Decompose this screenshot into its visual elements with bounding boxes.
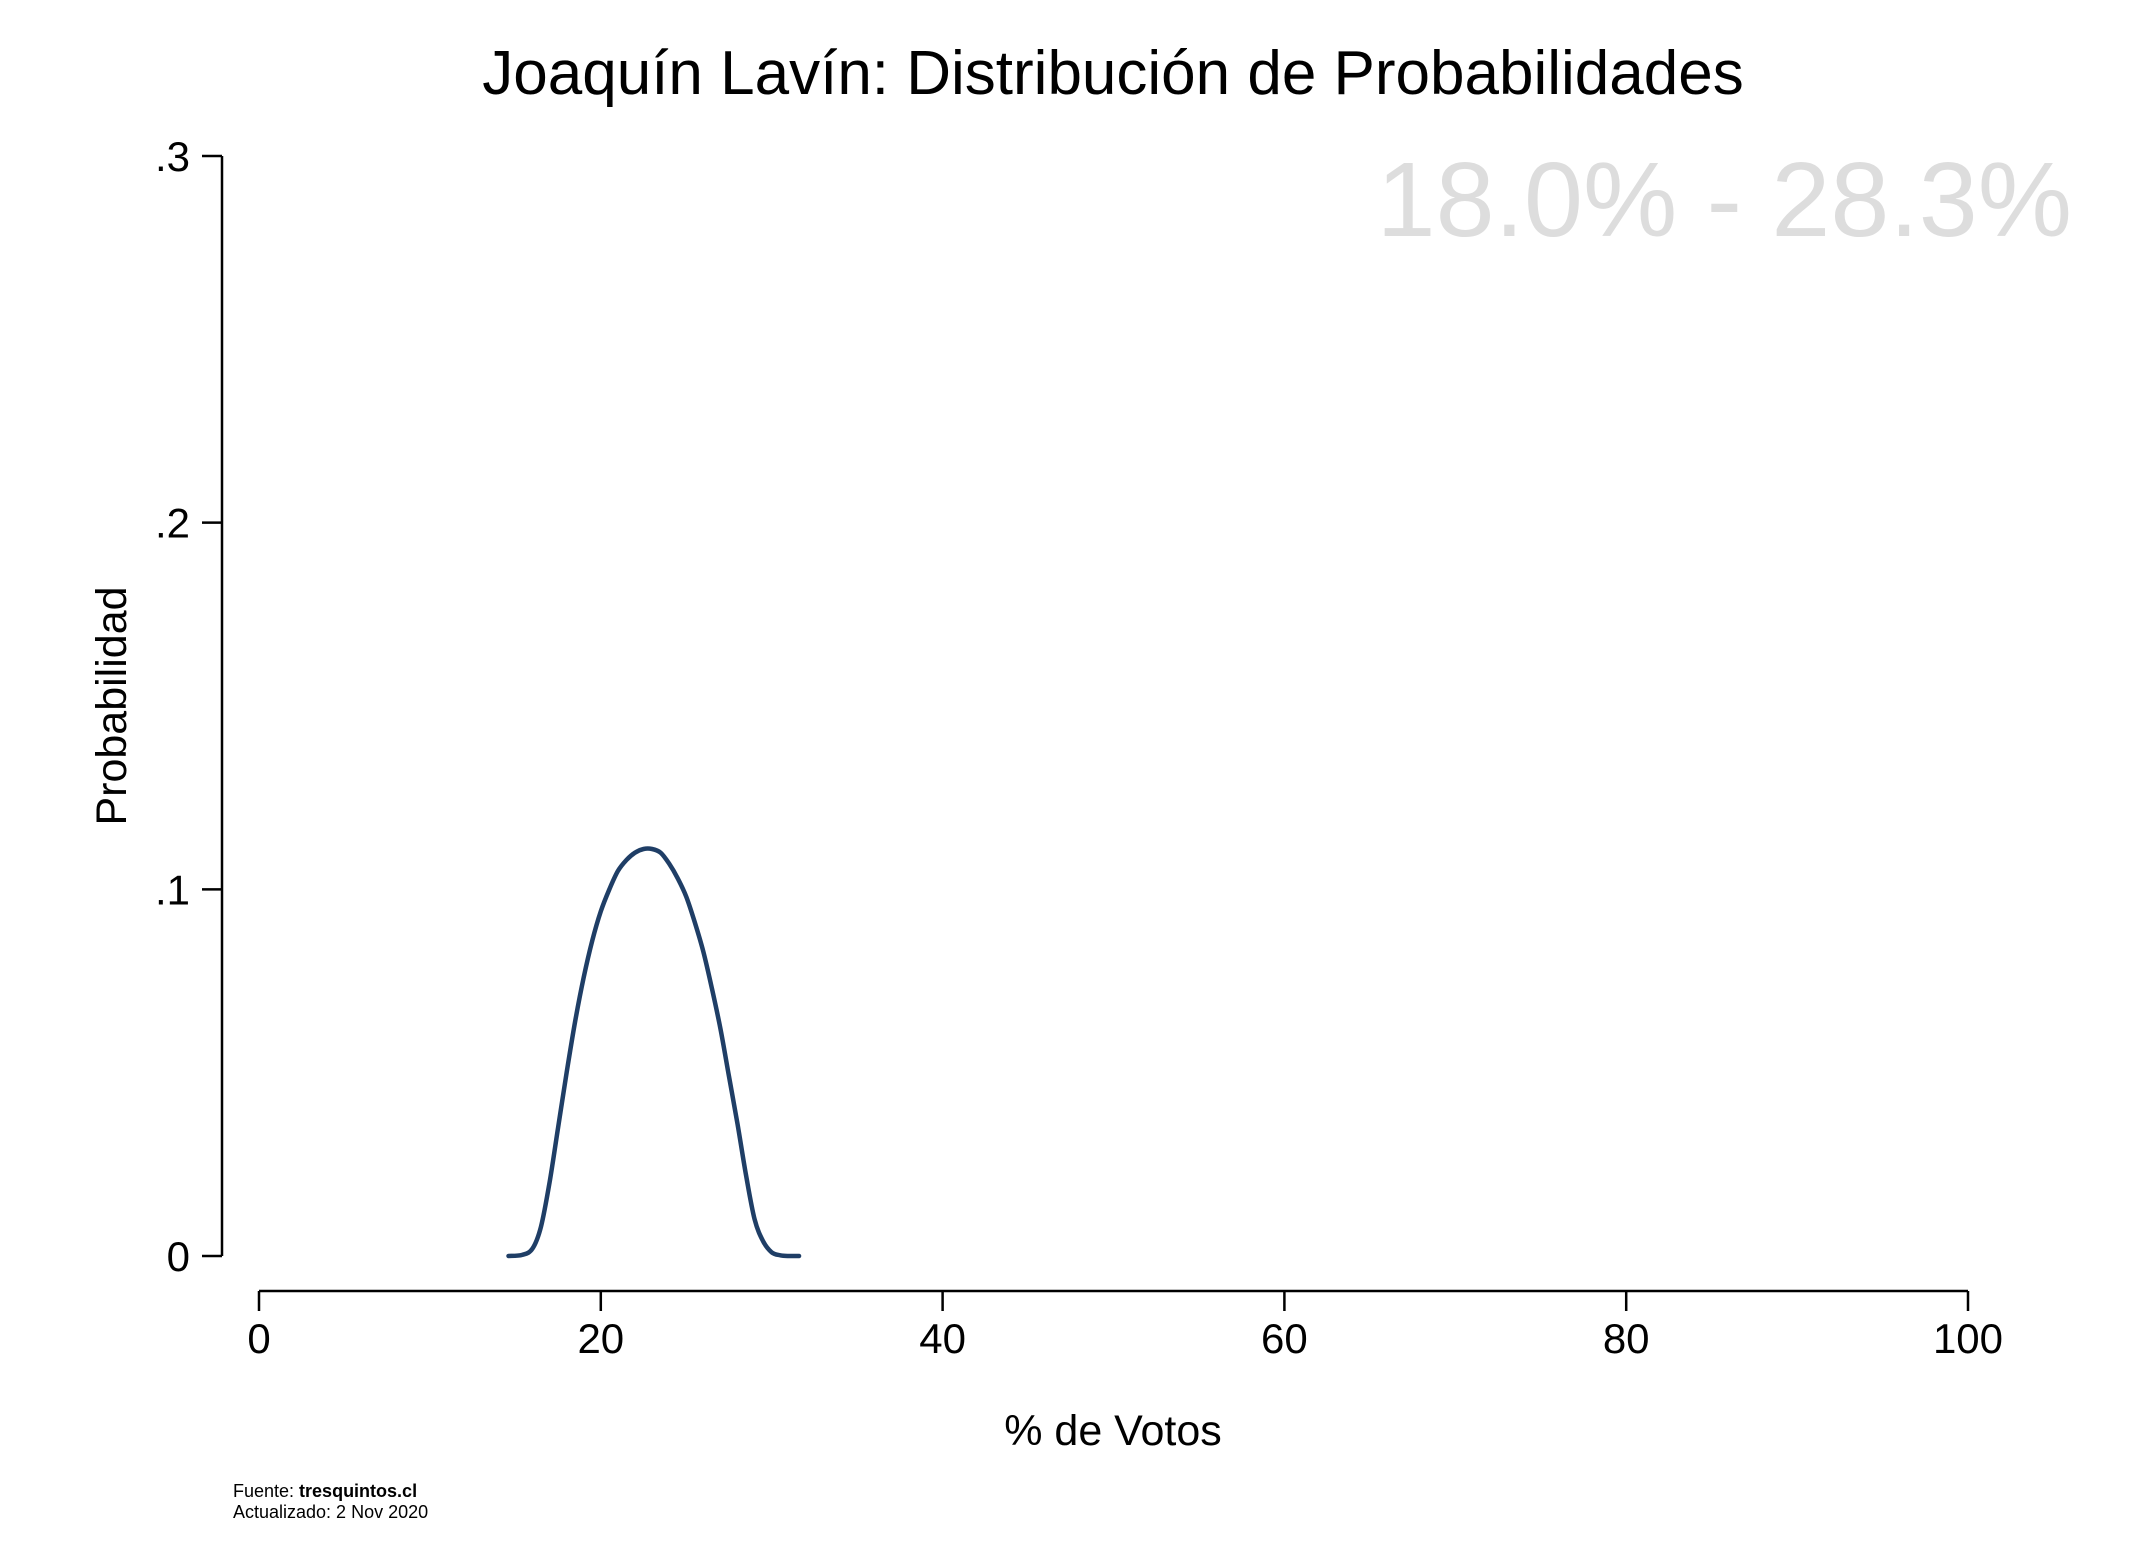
range-annotation: 18.0% - 28.3% <box>1377 141 2072 259</box>
source-link[interactable]: tresquintos.cl <box>299 1481 418 1501</box>
source-label: Fuente: <box>233 1481 300 1501</box>
x-tick-label: 60 <box>1261 1315 1308 1362</box>
x-tick-label: 20 <box>577 1315 624 1362</box>
y-tick-label: .1 <box>155 866 190 913</box>
source-line: Fuente: tresquintos.cl <box>233 1481 428 1502</box>
x-tick-label: 40 <box>919 1315 966 1362</box>
chart-footer: Fuente: tresquintos.cl Actualizado: 2 No… <box>233 1481 428 1523</box>
chart-title: Joaquín Lavín: Distribución de Probabili… <box>482 39 1743 108</box>
y-tick-label: .2 <box>155 500 190 547</box>
x-tick-label: 0 <box>247 1315 270 1362</box>
density-curve-line <box>506 846 802 1259</box>
updated-date: Actualizado: 2 Nov 2020 <box>233 1502 429 1522</box>
x-tick-label: 80 <box>1603 1315 1650 1362</box>
x-tick-label: 100 <box>1933 1315 2003 1362</box>
y-tick-label: 0 <box>167 1233 190 1280</box>
y-tick-label: .3 <box>155 133 190 180</box>
y-axis-title: Probabilidad <box>88 586 136 825</box>
x-axis-title: % de Votos <box>1004 1407 1222 1455</box>
